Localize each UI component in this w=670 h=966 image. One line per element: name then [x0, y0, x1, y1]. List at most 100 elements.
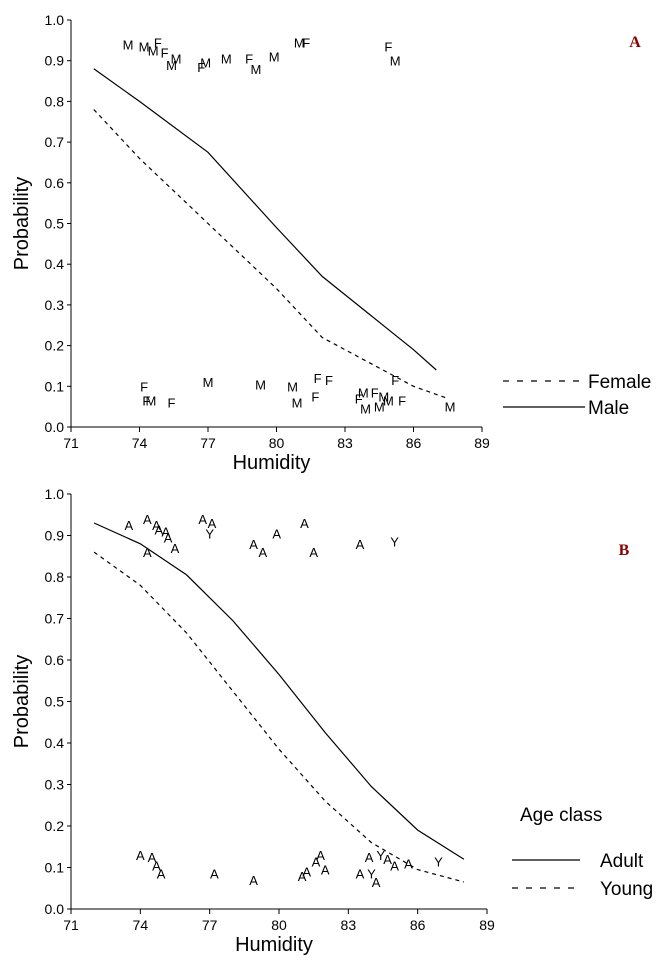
- data-point: A: [164, 531, 173, 546]
- data-point: A: [148, 850, 157, 865]
- data-point: A: [171, 541, 180, 556]
- data-point: A: [309, 545, 318, 560]
- x-tick-label: 77: [202, 917, 218, 933]
- data-point: A: [356, 867, 365, 882]
- data-point: A: [124, 518, 133, 533]
- data-point: A: [372, 875, 381, 890]
- data-point: M: [383, 394, 394, 409]
- data-point: F: [168, 396, 176, 411]
- data-point: A: [198, 512, 207, 527]
- data-point: A: [161, 524, 170, 539]
- data-point: A: [249, 873, 258, 888]
- data-point: A: [143, 545, 152, 560]
- x-tick-label: 83: [337, 435, 353, 451]
- series-line-adult: [93, 522, 465, 860]
- data-point: Y: [434, 854, 443, 869]
- y-tick-label: 0.8: [45, 569, 65, 585]
- data-point: M: [374, 400, 385, 415]
- data-point: A: [210, 867, 219, 882]
- y-tick-label: 0.9: [45, 528, 65, 544]
- data-point: F: [140, 379, 148, 394]
- data-point: A: [390, 858, 399, 873]
- data-point: F: [311, 390, 319, 405]
- data-point: M: [255, 377, 266, 392]
- x-tick-label: 86: [406, 435, 422, 451]
- data-point: F: [371, 385, 379, 400]
- data-point: M: [358, 385, 369, 400]
- data-point: M: [145, 394, 156, 409]
- y-tick-label: 0.0: [45, 901, 65, 917]
- data-point: A: [365, 850, 374, 865]
- data-point: M: [269, 50, 280, 65]
- data-point: F: [154, 35, 162, 50]
- data-point: A: [321, 863, 330, 878]
- y-tick-label: 0.0: [45, 419, 65, 435]
- y-tick-label: 0.4: [45, 735, 65, 751]
- data-point: M: [139, 40, 150, 55]
- data-point: Y: [367, 867, 376, 882]
- data-point: M: [287, 379, 298, 394]
- data-point: A: [300, 516, 309, 531]
- x-axis-label: Humidity: [235, 934, 313, 956]
- data-point: F: [161, 46, 169, 61]
- data-point: M: [171, 52, 182, 67]
- data-point: A: [136, 848, 145, 863]
- x-tick-label: 80: [269, 435, 285, 451]
- data-point: M: [360, 402, 371, 417]
- data-point: A: [312, 854, 321, 869]
- data-point: F: [142, 394, 150, 409]
- y-tick-label: 1.0: [45, 12, 65, 28]
- data-point: F: [398, 394, 406, 409]
- data-point: M: [148, 44, 159, 59]
- data-point: A: [143, 512, 152, 527]
- series-line-male: [93, 68, 437, 371]
- panel-label: B: [619, 542, 630, 559]
- y-tick-label: 0.2: [45, 818, 65, 834]
- y-tick-label: 0.6: [45, 652, 65, 668]
- data-point: F: [314, 371, 322, 386]
- data-point: F: [384, 40, 392, 55]
- x-tick-label: 74: [132, 435, 148, 451]
- x-tick-label: 80: [271, 917, 287, 933]
- x-tick-label: 74: [133, 917, 149, 933]
- data-point: Y: [376, 848, 385, 863]
- y-tick-label: 0.2: [45, 338, 65, 354]
- data-point: A: [157, 867, 166, 882]
- y-tick-label: 0.5: [45, 216, 65, 232]
- data-point: A: [356, 537, 365, 552]
- data-point: M: [292, 396, 303, 411]
- data-point: Y: [390, 535, 399, 550]
- data-point: M: [294, 35, 305, 50]
- data-point: M: [203, 375, 214, 390]
- data-point: A: [258, 545, 267, 560]
- legend-label-adult: Adult: [600, 851, 644, 872]
- x-tick-label: 89: [474, 435, 490, 451]
- data-point: A: [208, 516, 217, 531]
- data-point: F: [197, 60, 205, 75]
- data-point: A: [152, 858, 161, 873]
- data-point: M: [200, 56, 211, 71]
- y-tick-label: 0.5: [45, 694, 65, 710]
- data-point: M: [378, 390, 389, 405]
- y-tick-label: 0.1: [45, 860, 65, 876]
- data-point: F: [391, 373, 399, 388]
- x-tick-label: 86: [410, 917, 426, 933]
- data-point: M: [250, 62, 261, 77]
- data-point: A: [383, 852, 392, 867]
- x-tick-label: 83: [341, 917, 357, 933]
- y-tick-label: 0.8: [45, 93, 65, 109]
- data-point: F: [245, 52, 253, 67]
- series-line-female: [93, 109, 449, 400]
- data-point: A: [302, 865, 311, 880]
- data-point: F: [302, 35, 310, 50]
- y-tick-label: 0.9: [45, 53, 65, 69]
- data-point: A: [404, 856, 413, 871]
- y-tick-label: 0.3: [45, 297, 65, 313]
- data-point: M: [166, 58, 177, 73]
- data-point: A: [152, 518, 161, 533]
- panel-label: A: [629, 34, 641, 51]
- series-line-young: [93, 551, 465, 883]
- x-tick-label: 71: [63, 917, 79, 933]
- legend-label-female: Female: [588, 372, 651, 393]
